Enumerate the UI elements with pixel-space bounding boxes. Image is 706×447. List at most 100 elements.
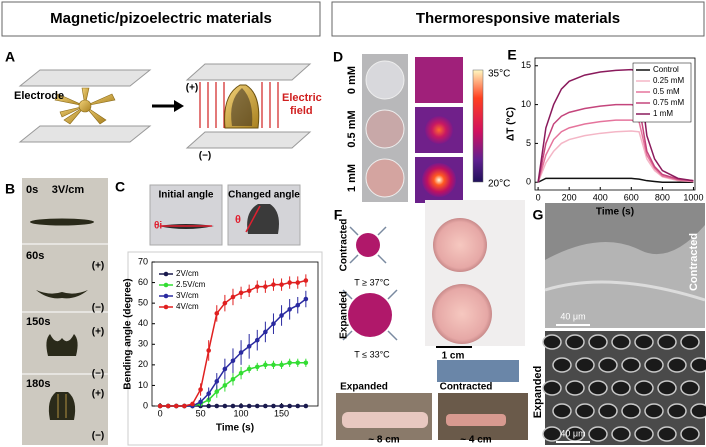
label: 180s (26, 378, 50, 390)
header-title: Magnetic/pizoelectric materials (50, 10, 272, 27)
label: (+) (92, 261, 105, 272)
data-point (238, 290, 244, 296)
series-line (537, 103, 694, 183)
data-point (198, 399, 203, 405)
label: 3V/cm (52, 184, 85, 196)
data-point (214, 403, 220, 409)
data-point (165, 403, 171, 409)
data-point (206, 403, 211, 409)
data-point (295, 360, 301, 366)
data-point (271, 321, 276, 327)
legend-marker (163, 293, 169, 299)
data-point (230, 358, 236, 364)
series-line (537, 177, 694, 183)
data-point (222, 366, 228, 372)
label: Electrode (14, 90, 64, 102)
data-point (230, 294, 236, 300)
label: 35°C (488, 69, 510, 80)
data-point (157, 403, 163, 409)
data-point (254, 337, 260, 343)
y-tick-label: 70 (138, 256, 148, 266)
panel-letter: A (5, 49, 15, 65)
legend-label: 3V/cm (176, 291, 199, 300)
label: 1 cm (519, 362, 528, 380)
data-point (303, 403, 309, 409)
illustrations (18, 54, 706, 446)
label: 1 mM (346, 164, 358, 192)
label: (−) (92, 369, 105, 380)
data-point (214, 311, 220, 316)
x-tick-label: 600 (624, 192, 639, 202)
x-tick-label: 0 (158, 408, 163, 418)
data-point (279, 313, 284, 318)
y-tick-label: 0 (526, 177, 531, 187)
label: 0 mM (346, 66, 358, 94)
data-point (279, 403, 284, 409)
data-point (173, 403, 179, 409)
data-point (222, 383, 228, 388)
header-title: Thermoresponsive materials (416, 10, 620, 27)
data-point (238, 350, 244, 355)
x-tick-label: 800 (655, 192, 670, 202)
data-point (230, 403, 236, 409)
legend-marker (163, 282, 169, 288)
data-point (246, 403, 252, 409)
y-tick-label: 10 (138, 380, 148, 390)
label: (−) (199, 151, 212, 162)
data-point (295, 302, 301, 308)
legend-label: 0.75 mM (653, 98, 684, 107)
label: 40 μm (560, 428, 585, 438)
data-point (182, 403, 187, 409)
label: 1 cm (442, 351, 465, 362)
data-point (303, 360, 309, 366)
panel-letter: F (334, 207, 343, 223)
label: (+) (92, 389, 105, 400)
data-point (198, 387, 203, 392)
label: (+) (186, 83, 199, 94)
data-point (238, 370, 244, 376)
data-point (214, 379, 220, 384)
x-tick-label: 400 (593, 192, 608, 202)
x-tick-label: 1000 (683, 192, 703, 202)
panel-letter: C (115, 179, 125, 195)
label: Changed angle (228, 190, 300, 201)
data-point (287, 403, 292, 409)
x-tick-label: 50 (196, 408, 206, 418)
data-point (295, 403, 301, 409)
y-tick-label: 60 (138, 277, 148, 287)
data-point (222, 403, 228, 409)
data-point (222, 300, 228, 306)
label: (+) (92, 327, 105, 338)
data-point (254, 364, 260, 370)
panel-letter: B (5, 181, 15, 197)
data-point (254, 284, 260, 289)
data-point (214, 389, 220, 394)
label: 0s (26, 184, 38, 196)
legend-label: 2V/cm (176, 269, 199, 278)
x-tick-label: 200 (562, 192, 577, 202)
panel-letter: G (533, 207, 544, 223)
label: θ (235, 214, 241, 226)
data-point (263, 403, 268, 409)
series-line (537, 119, 694, 183)
x-tick-label: 100 (234, 408, 249, 418)
label: Expanded (340, 382, 388, 393)
label: T ≥ 37°C (354, 277, 390, 287)
data-point (246, 344, 252, 349)
legend-marker (163, 271, 169, 277)
y-tick-label: 40 (138, 318, 148, 328)
y-tick-label: 50 (138, 298, 148, 308)
plot-frame (534, 57, 696, 191)
label: T ≤ 33°C (354, 349, 390, 359)
legend-marker (163, 304, 169, 310)
label: 20°C (488, 179, 510, 190)
data-point (279, 282, 284, 287)
y-tick-label: 15 (521, 60, 531, 70)
data-point (263, 329, 268, 335)
legend-label: 4V/cm (176, 302, 199, 311)
label: Expanded (339, 291, 350, 339)
x-axis-label: Time (s) (596, 207, 634, 218)
series-line (537, 130, 694, 183)
